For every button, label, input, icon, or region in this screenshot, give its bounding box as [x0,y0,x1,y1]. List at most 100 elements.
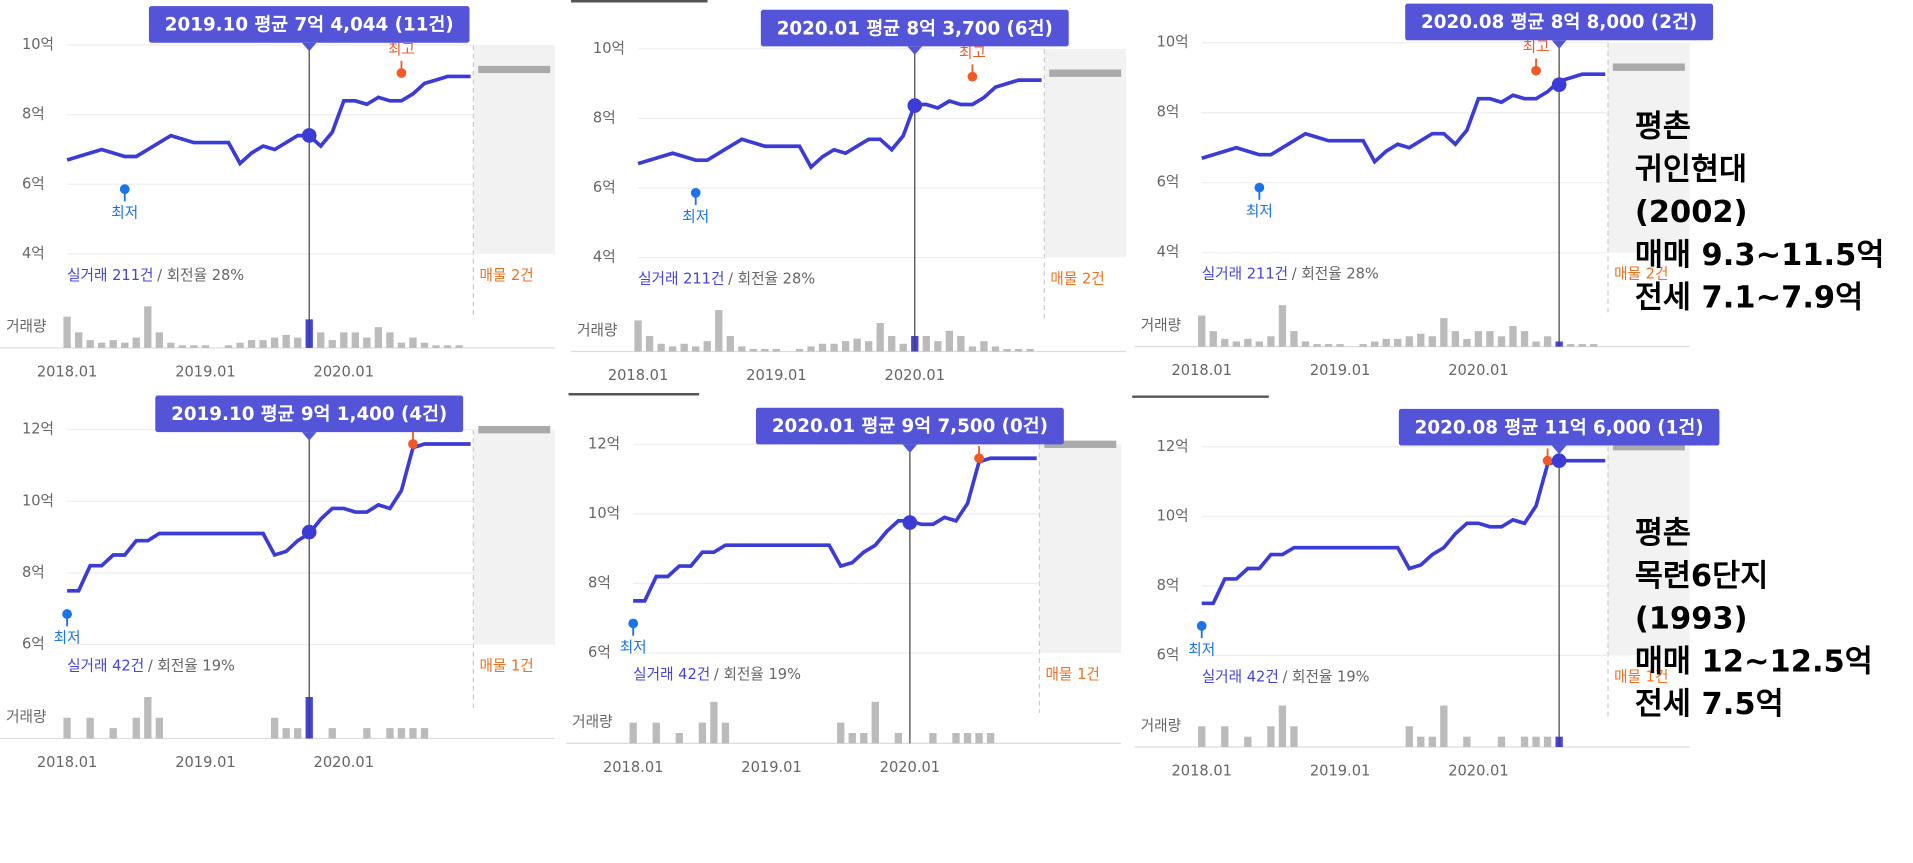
volume-bar [710,701,718,744]
tooltip-pointer [301,42,317,52]
y-tick-label: 8억 [1157,577,1180,594]
volume-bar [1532,736,1540,748]
volume-bar [894,733,903,744]
volume-bar [178,345,187,348]
trade-count: 실거래 211건 [638,271,724,288]
turnover: / 회전율 19% [148,657,235,674]
volume-bar [74,332,83,348]
volume-bar [899,343,907,352]
price-line [1201,458,1606,606]
volume-bar [63,316,71,348]
high-marker [1531,65,1541,76]
y-tick-label: 10억 [1157,507,1189,524]
volume-bar [1382,338,1390,347]
turnover: / 회전율 28% [728,271,815,288]
low-label: 최저 [1188,641,1215,658]
tooltip-pointer [1551,40,1567,49]
volume-bar [109,340,117,348]
low-label: 최저 [54,629,81,646]
volume-bar [109,728,117,739]
volume-bar [1463,736,1471,748]
volume-bar [726,335,734,352]
volume-bar [432,345,440,348]
turnover: / 회전율 28% [157,267,244,284]
volume-label: 거래량 [577,322,617,339]
x-tick-label: 2018.01 [603,759,663,776]
note-line: 평촌 [1635,516,1691,551]
volume-bar [409,337,417,348]
volume-bar [397,728,406,739]
x-tick-label: 2020.01 [314,363,374,380]
volume-bar [386,728,394,739]
price-line [1201,72,1606,165]
low-label: 최저 [620,639,647,656]
x-tick-label: 2018.01 [37,754,97,771]
volume-label: 거래량 [1141,717,1181,734]
volume-bar [63,717,71,739]
y-tick-label: 6억 [593,179,616,196]
volume-bar [201,345,210,348]
volume-bar [645,335,654,352]
volume-bar [1290,331,1298,347]
volume-bar [1520,736,1529,748]
listing-count: 매물 1건 [1046,666,1100,683]
volume-bar [155,717,163,739]
volume-bar [871,701,879,744]
trade-count: 실거래 211건 [67,267,153,284]
tooltip-pointer [301,432,317,441]
listing-count: 매물 1건 [1614,668,1668,685]
volume-bar [259,340,267,348]
tooltip-pointer [907,46,923,55]
tooltip-box [155,395,464,433]
volume-bar [1221,726,1229,748]
volume-bar [1509,325,1517,347]
volume-bar [1428,336,1436,347]
volume-bar [294,337,302,348]
volume-bar [386,332,394,348]
volume-bar [837,722,845,744]
volume-bar [657,343,665,352]
volume-bar [1359,344,1367,347]
volume-bar [669,346,677,352]
y-tick-label: 8억 [22,106,45,123]
high-marker [1542,455,1553,466]
volume-bar [1244,736,1252,748]
low-marker [690,187,701,198]
low-marker [1254,182,1265,193]
note-line: 전세 7.1~7.9억 [1635,281,1863,316]
y-tick-label: 10억 [1157,34,1189,51]
volume-bar [1532,341,1540,347]
y-tick-label: 10억 [593,40,625,57]
volume-bar [968,346,977,352]
volume-bar [1567,344,1575,347]
volume-bar [328,340,336,348]
low-marker [1196,621,1207,631]
highlight-dot [301,524,317,540]
volume-bar [922,335,930,352]
volume-bar [1474,331,1483,347]
x-tick-label: 2020.01 [880,759,940,776]
volume-bar [807,346,815,352]
volume-bar [155,332,163,348]
volume-bar [270,337,279,348]
volume-bar [1255,341,1264,347]
volume-bar [698,722,707,744]
listing-zone [1607,446,1690,656]
volume-bar [1278,705,1287,748]
high-marker [408,439,418,449]
x-tick-label: 2020.01 [1448,762,1508,779]
y-tick-label: 8억 [593,109,616,126]
note-line: (2002) [1635,195,1748,230]
volume-label: 거래량 [6,709,46,726]
volume-bar [975,733,983,744]
tooltip-text: 2020.01 평균 9억 7,500 (0건) [772,416,1048,437]
volume-bar [144,306,152,348]
price-line [67,442,471,593]
volume-bar [888,335,896,352]
tooltip-pointer [902,444,918,453]
volume-bar [738,346,746,352]
highlight-dot [902,515,918,530]
volume-bar [963,733,972,744]
volume-bar [1267,726,1275,748]
volume-bar [749,348,758,352]
